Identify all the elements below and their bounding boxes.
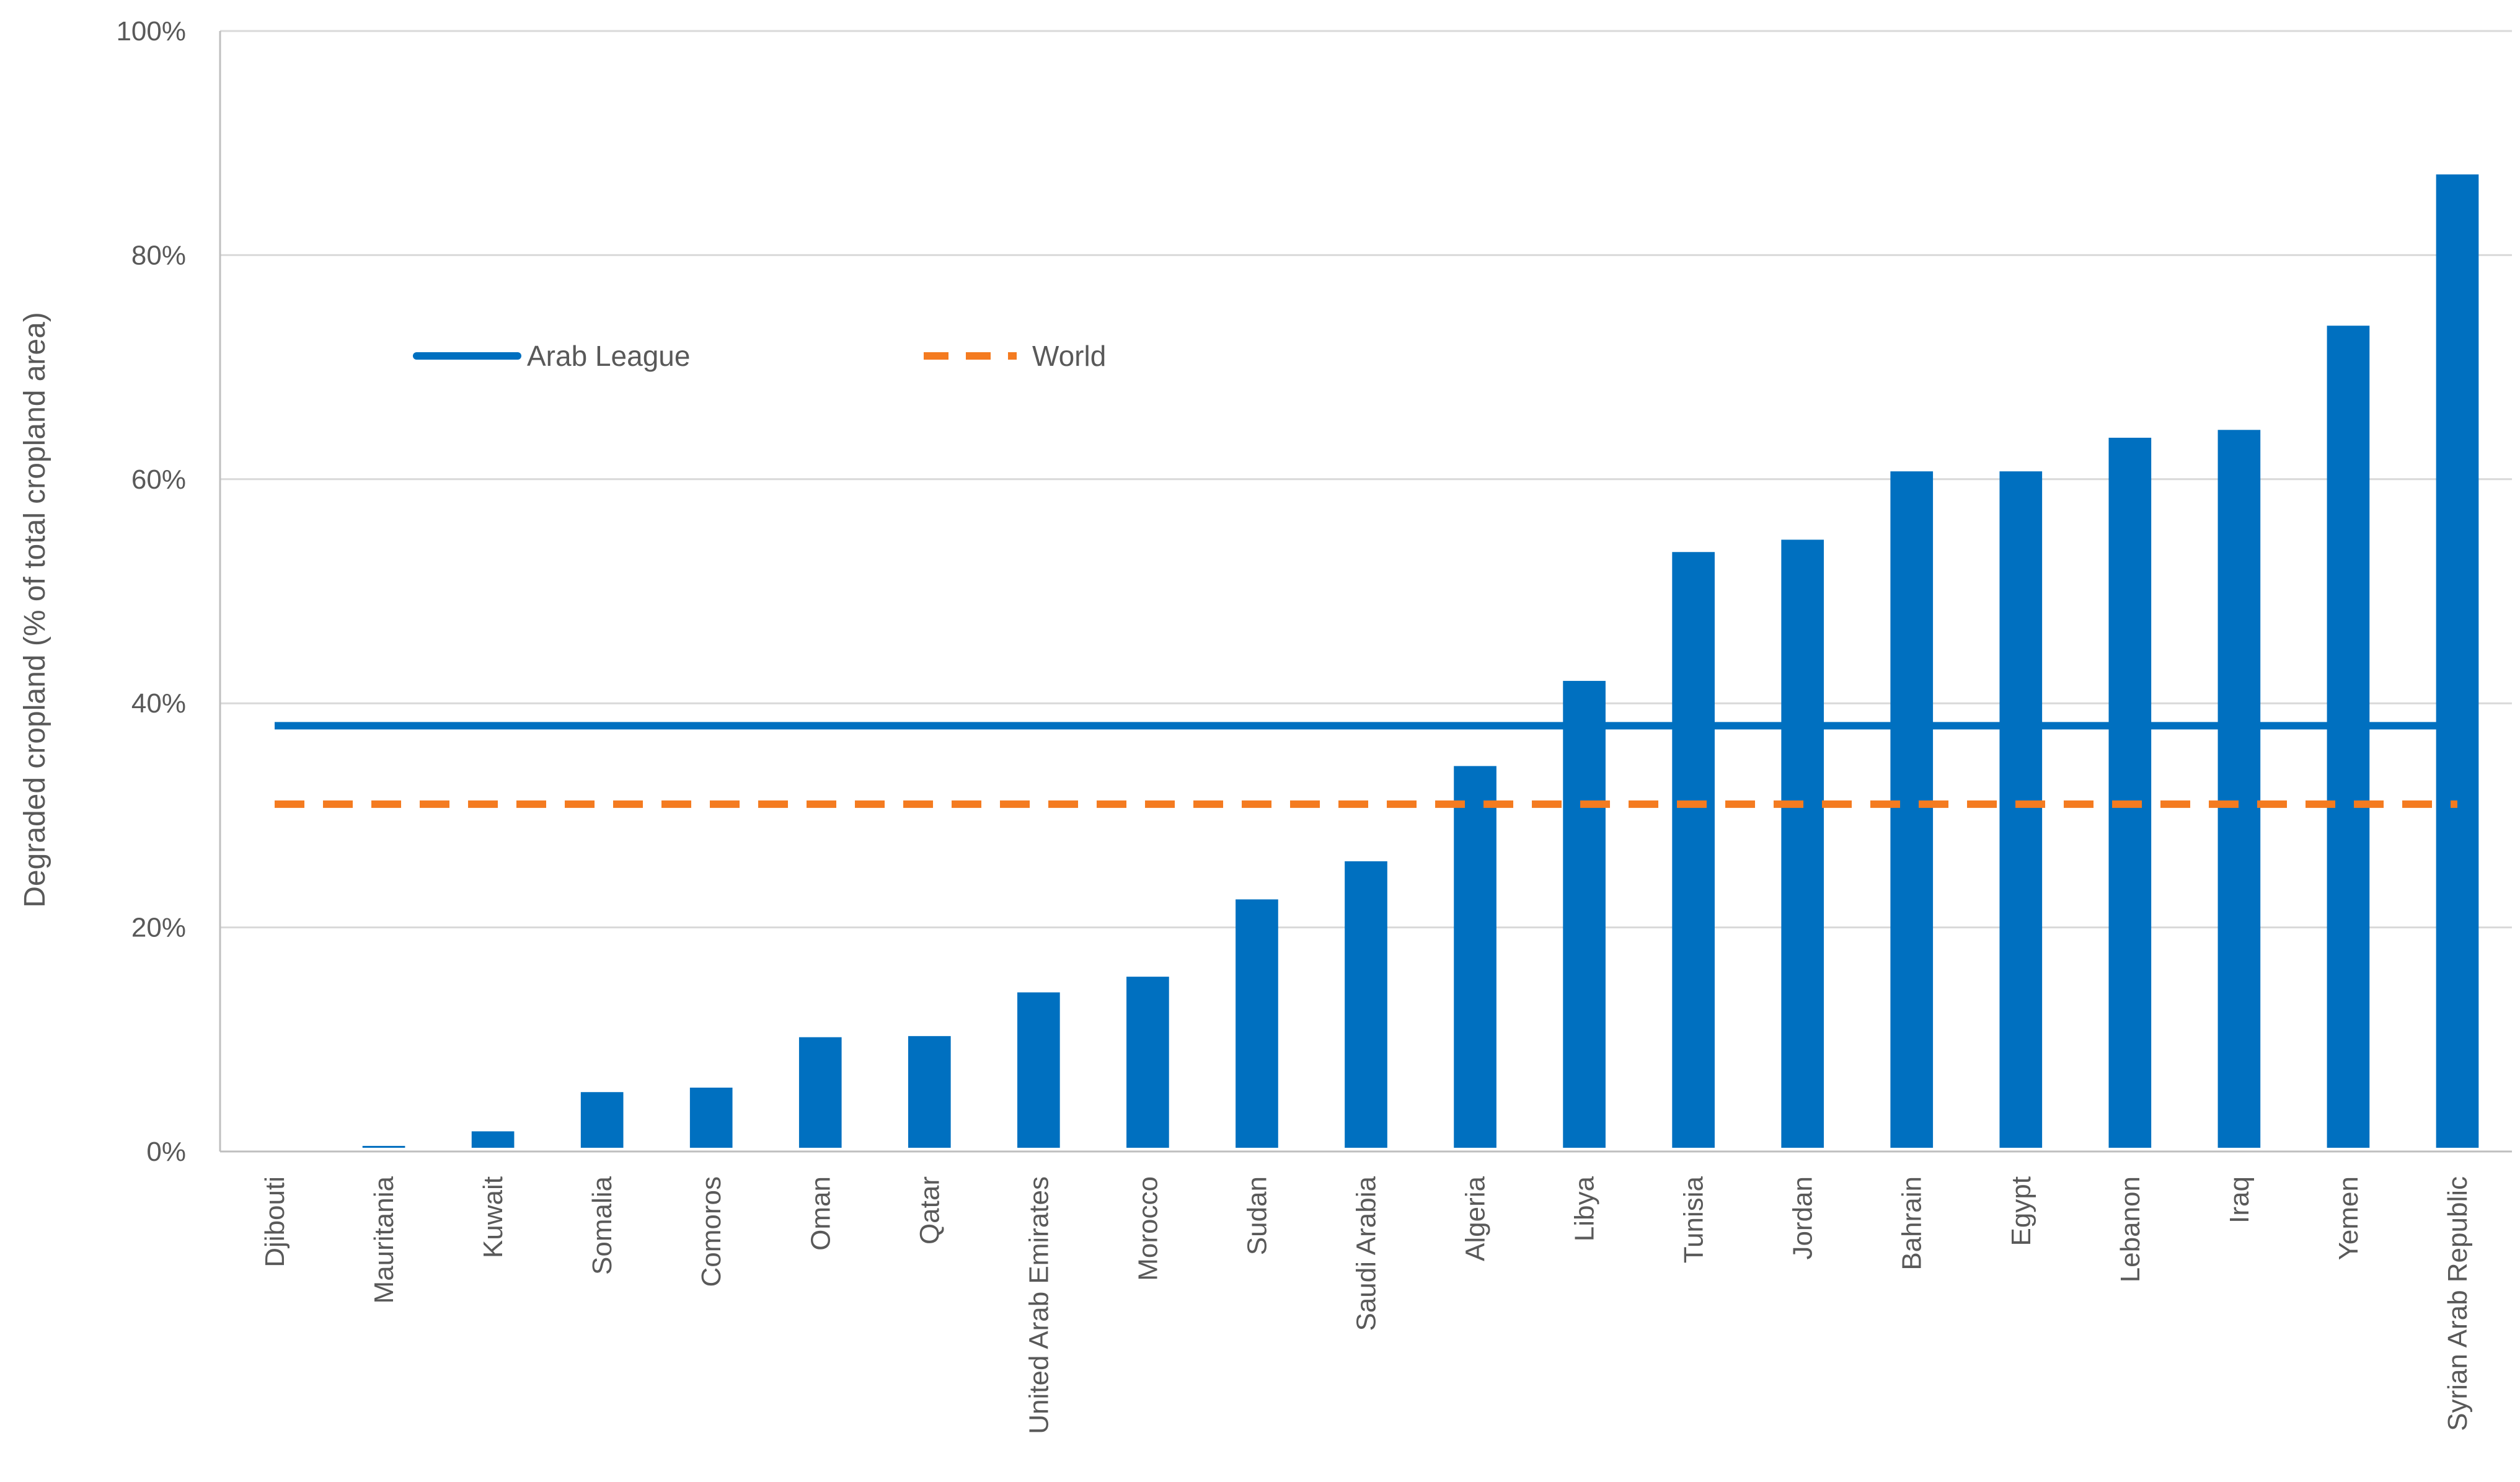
x-tick-label: Mauritania xyxy=(369,1176,399,1303)
x-tick-label: Kuwait xyxy=(478,1176,508,1258)
bar-sudan xyxy=(1236,899,1278,1148)
bar-morocco xyxy=(1126,977,1169,1148)
bar-oman xyxy=(798,1037,842,1148)
bar-kuwait xyxy=(471,1131,515,1148)
x-tick-label: Qatar xyxy=(914,1176,945,1245)
x-tick-label: Oman xyxy=(805,1176,836,1251)
y-tick-label: 0% xyxy=(146,1137,186,1167)
x-tick-label: Lebanon xyxy=(2115,1176,2146,1282)
bar-somalia xyxy=(580,1092,624,1148)
bar-lebanon xyxy=(2108,437,2152,1148)
x-tick-label: Bahrain xyxy=(1897,1176,1927,1271)
bar-egypt xyxy=(1999,471,2043,1148)
bar-bahrain xyxy=(1890,471,1934,1148)
bar-algeria xyxy=(1454,766,1497,1148)
bar-libya xyxy=(1563,681,1606,1148)
x-tick-label: Saudi Arabia xyxy=(1351,1176,1382,1331)
x-tick-label: Libya xyxy=(1570,1176,1600,1241)
bar-comoros xyxy=(689,1088,733,1148)
x-tick-label: Somalia xyxy=(587,1176,617,1274)
y-tick-label: 40% xyxy=(131,688,186,719)
legend-label-world: World xyxy=(1032,340,1106,372)
bar-united-arab-emirates xyxy=(1017,992,1060,1148)
bar-jordan xyxy=(1781,539,1824,1148)
x-tick-label: Morocco xyxy=(1133,1176,1163,1281)
x-tick-label: Djibouti xyxy=(260,1176,290,1267)
x-tick-label: United Arab Emirates xyxy=(1023,1176,1054,1434)
x-tick-label: Tunisia xyxy=(1679,1176,1709,1263)
bar-saudi-arabia xyxy=(1345,861,1387,1148)
legend-label-arab-league: Arab League xyxy=(527,340,690,372)
y-tick-label: 60% xyxy=(131,464,186,495)
bar-mauritania xyxy=(362,1145,405,1148)
x-tick-label: Egypt xyxy=(2006,1176,2036,1246)
bar-syrian-arab-republic xyxy=(2436,174,2479,1148)
y-tick-label: 100% xyxy=(116,16,186,47)
y-tick-label: 20% xyxy=(131,913,186,943)
bar-yemen xyxy=(2327,326,2370,1148)
x-tick-label: Algeria xyxy=(1461,1176,1491,1261)
y-tick-label: 80% xyxy=(131,240,186,270)
bar-tunisia xyxy=(1672,552,1715,1148)
x-tick-label: Comoros xyxy=(696,1176,727,1287)
x-tick-label: Syrian Arab Republic xyxy=(2443,1176,2473,1431)
bar-qatar xyxy=(908,1036,951,1148)
x-tick-label: Sudan xyxy=(1242,1176,1272,1255)
y-axis-title: Degraded cropland (% of total cropland a… xyxy=(19,312,51,908)
x-tick-label: Jordan xyxy=(1788,1176,1818,1260)
x-tick-label: Iraq xyxy=(2224,1176,2255,1223)
x-tick-label: Yemen xyxy=(2333,1176,2364,1260)
bar-iraq xyxy=(2217,430,2261,1148)
